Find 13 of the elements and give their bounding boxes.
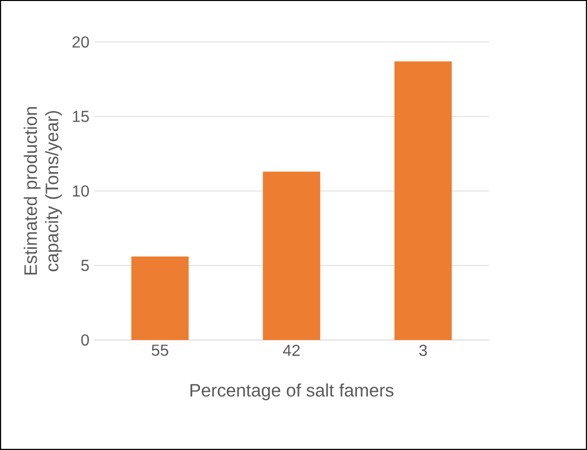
y-tick-label: 10 (72, 185, 89, 197)
bar (262, 172, 320, 340)
y-tick-label: 20 (72, 36, 89, 48)
bar (394, 61, 452, 340)
bar (131, 256, 189, 340)
x-axis-title: Percentage of salt famers (190, 383, 394, 400)
x-tick-label: 3 (419, 344, 427, 356)
y-tick-label: 0 (81, 334, 89, 346)
y-tick-label: 5 (81, 260, 89, 272)
y-axis-title: Estimated production capacity (Tons/year) (24, 107, 62, 275)
y-tick-label: 15 (72, 110, 89, 122)
x-tick-label: 55 (152, 344, 168, 356)
x-tick-label: 42 (283, 344, 300, 356)
